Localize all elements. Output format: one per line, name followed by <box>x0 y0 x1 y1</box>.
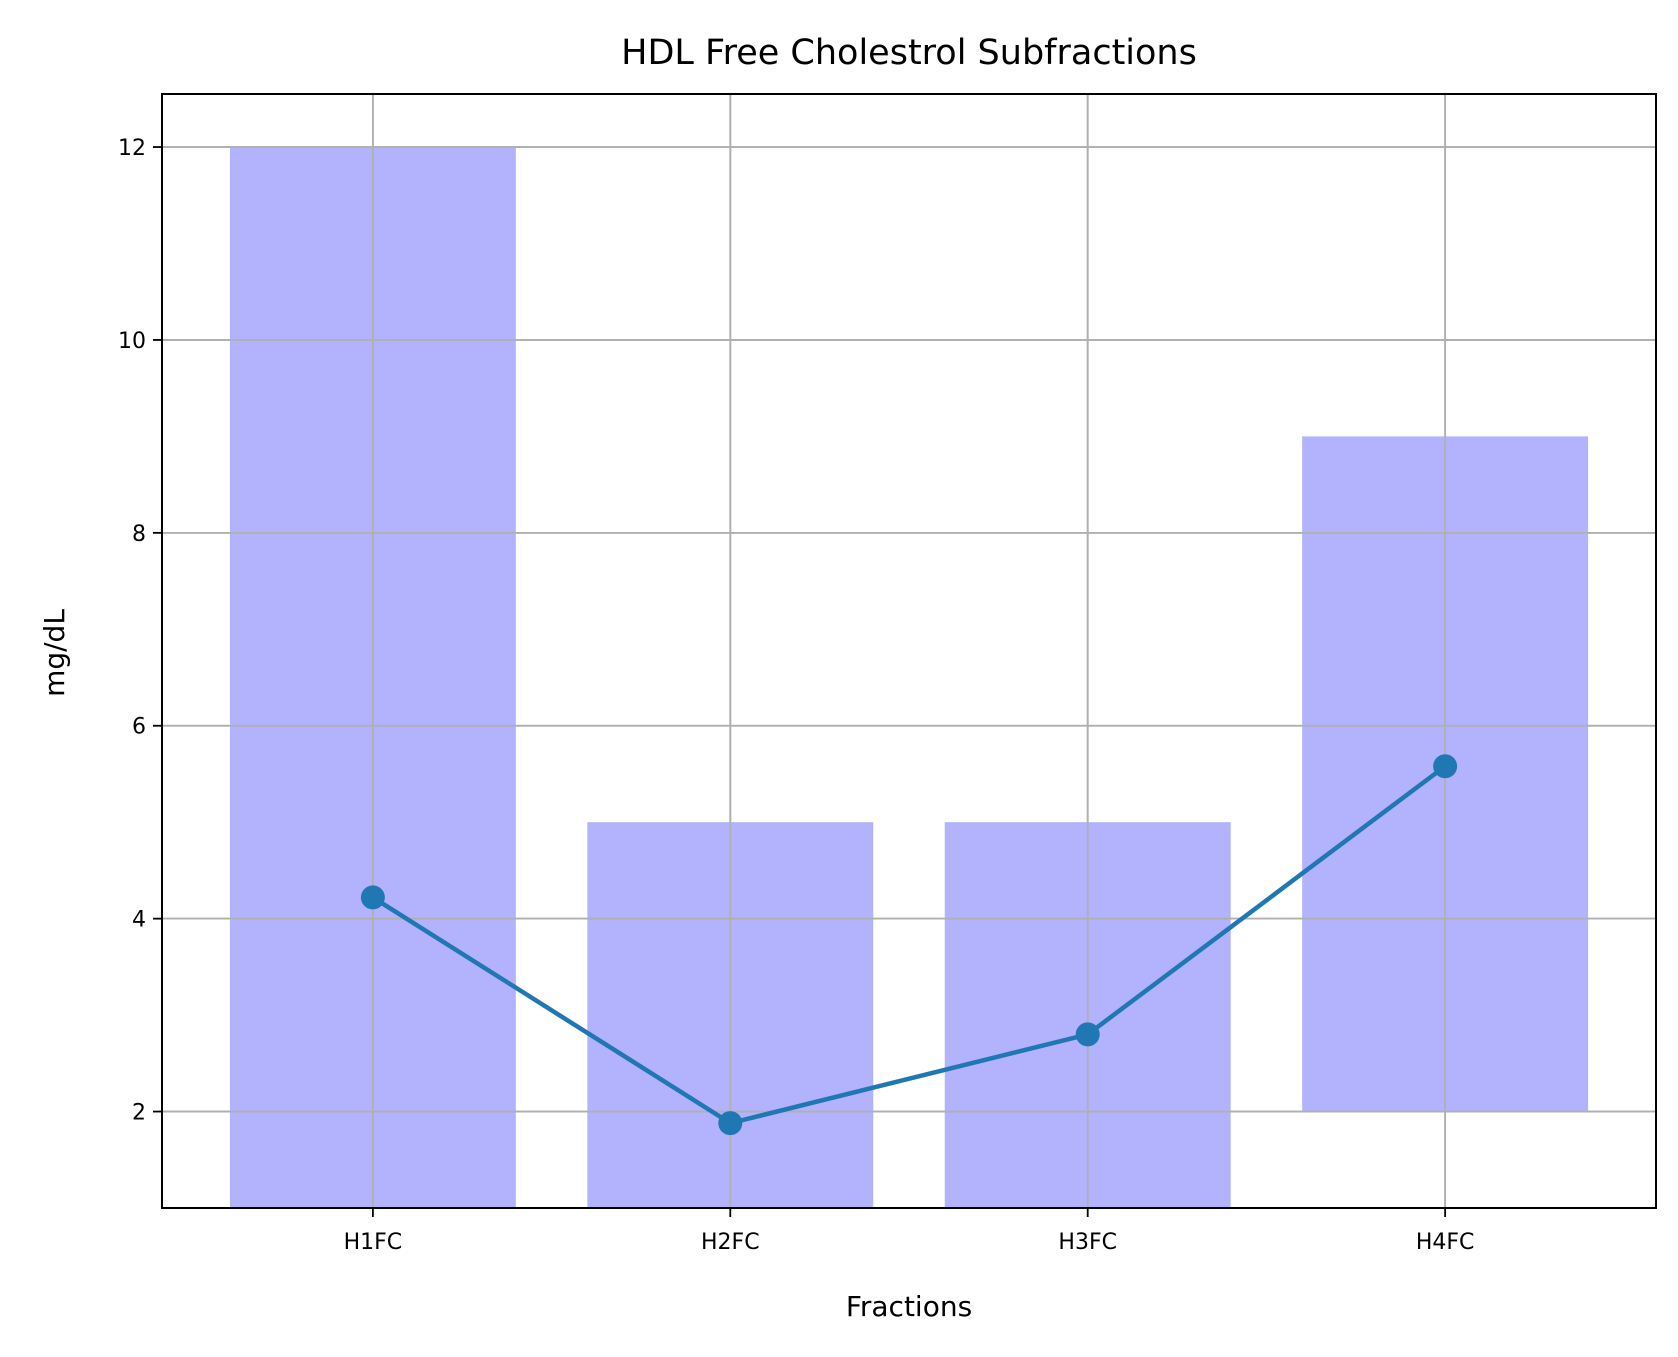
plot-area-frame <box>161 93 1657 1209</box>
x-tick-label: H3FC <box>1058 1230 1117 1255</box>
chart-title: HDL Free Cholestrol Subfractions <box>621 33 1197 73</box>
y-axis-label: mg/dL <box>38 609 71 697</box>
ticks-layer: H1FC H2FC H3FC H4FC 2 4 6 8 10 12 <box>118 136 1474 1255</box>
x-tick-label: H4FC <box>1416 1230 1475 1255</box>
y-tick-label: 8 <box>132 522 146 547</box>
line-layer <box>360 754 1458 1136</box>
series-line <box>371 764 1447 1126</box>
x-tick-label: H1FC <box>344 1230 403 1255</box>
x-tick-label: H2FC <box>701 1230 760 1255</box>
y-tick-label: 10 <box>118 329 146 354</box>
point-h2fc <box>718 1111 743 1136</box>
y-tick-label: 4 <box>132 908 146 933</box>
point-h3fc <box>1075 1022 1100 1047</box>
y-tick-label: 2 <box>132 1101 146 1126</box>
y-tick-label: 12 <box>118 136 146 161</box>
y-tick-label: 6 <box>132 715 146 740</box>
x-axis-label: Fractions <box>846 1290 972 1323</box>
point-h4fc <box>1433 754 1458 779</box>
grid-overlay-layer <box>162 94 1656 1208</box>
point-h1fc <box>360 885 385 910</box>
